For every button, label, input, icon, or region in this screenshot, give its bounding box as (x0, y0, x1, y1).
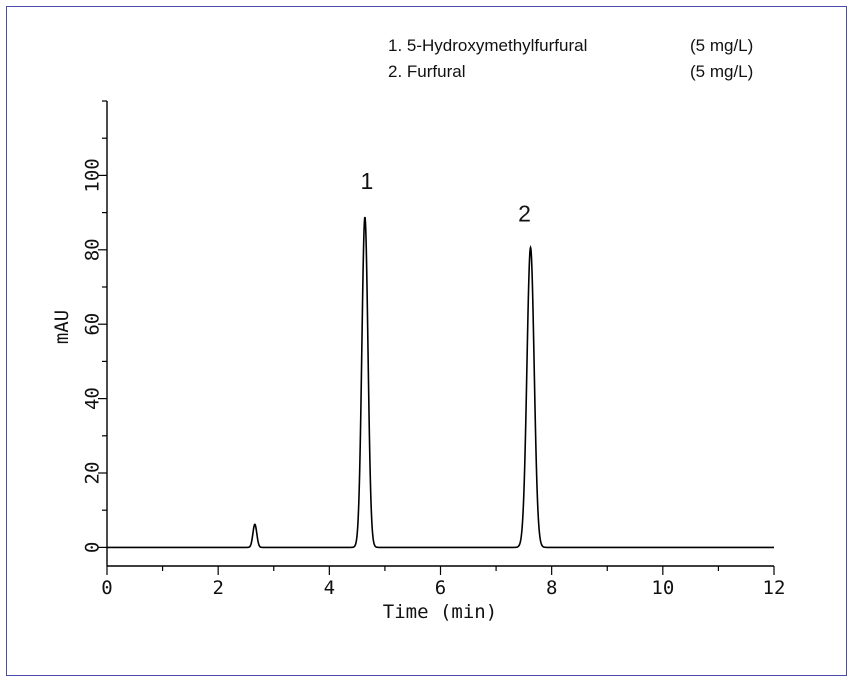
legend-entry-2-conc: (5 mg/L) (690, 62, 753, 81)
y-tick-label: 80 (82, 238, 104, 261)
x-tick-label: 2 (212, 577, 223, 599)
y-tick-label: 0 (82, 542, 104, 553)
peak-label-1: 1 (361, 168, 374, 194)
legend-entry-2-label: 2. Furfural (388, 62, 465, 81)
x-tick-label: 0 (101, 577, 112, 599)
x-tick-label: 6 (435, 577, 446, 599)
chromatogram-trace (107, 216, 774, 549)
x-tick-label: 10 (651, 577, 674, 599)
peak-label-2: 2 (518, 201, 531, 227)
legend-entry-1-conc: (5 mg/L) (690, 36, 753, 55)
axes (106, 101, 774, 567)
y-tick-label: 20 (82, 462, 104, 485)
y-tick-label: 40 (82, 387, 104, 410)
chart-frame (6, 6, 847, 676)
y-tick-label: 100 (82, 158, 104, 192)
x-tick-label: 8 (546, 577, 557, 599)
x-axis-title: Time (min) (383, 601, 497, 623)
y-axis-title: mAU (51, 310, 73, 344)
x-tick-label: 4 (324, 577, 335, 599)
legend-entry-1-label: 1. 5-Hydroxymethylfurfural (388, 36, 587, 55)
y-tick-label: 60 (82, 313, 104, 336)
x-tick-label: 12 (763, 577, 786, 599)
